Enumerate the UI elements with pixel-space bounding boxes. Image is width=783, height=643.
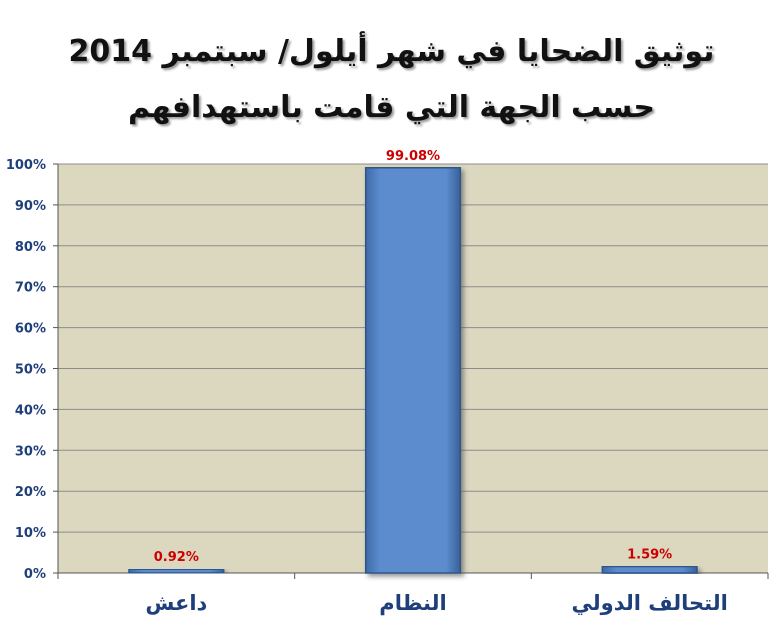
data-label: 0.92%: [154, 550, 199, 565]
y-tick-label: 100%: [6, 158, 46, 173]
data-label: 1.59%: [627, 547, 672, 562]
x-category-label: التحالف الدولي: [572, 591, 728, 615]
bar: [601, 565, 698, 574]
data-label: 99.08%: [386, 149, 440, 164]
bar: [128, 568, 225, 574]
y-tick-label: 0%: [24, 567, 46, 582]
x-category-label: داعش: [145, 591, 207, 615]
y-tick-label: 40%: [15, 403, 46, 418]
x-category-label: النظام: [379, 591, 446, 615]
chart-title: توثيق الضحايا في شهر أيلول/ سبتمبر 2014: [68, 34, 715, 69]
bar: [364, 167, 462, 574]
y-tick-label: 30%: [15, 444, 46, 459]
y-tick-label: 50%: [15, 363, 46, 378]
y-tick-label: 70%: [15, 281, 46, 296]
y-tick-label: 80%: [15, 240, 46, 255]
y-tick-label: 10%: [15, 526, 46, 541]
y-tick-label: 90%: [15, 199, 46, 214]
y-tick-label: 60%: [15, 322, 46, 337]
chart-subtitle: حسب الجهة التي قامت باستهدافهم: [128, 90, 655, 125]
y-tick-label: 20%: [15, 485, 46, 500]
